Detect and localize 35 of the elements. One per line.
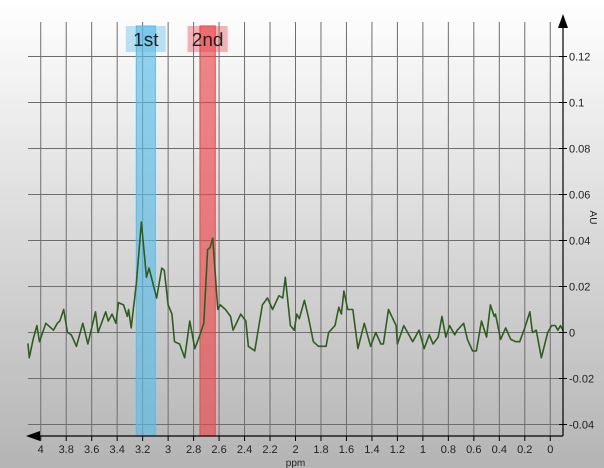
- y-tick-label: 0.02: [569, 282, 590, 294]
- x-tick-label: 0.4: [492, 444, 507, 456]
- x-tick-label: 2.8: [186, 444, 202, 456]
- x-tick-label: 3.2: [134, 444, 150, 456]
- y-tick-label: 0.12: [569, 52, 590, 64]
- y-tick-label: -0.04: [569, 420, 594, 432]
- x-axis-title: ppm: [286, 458, 306, 468]
- x-tick-label: 2: [292, 444, 299, 456]
- x-tick-label: 3.8: [58, 444, 74, 456]
- y-tick-label: 0.06: [569, 190, 590, 202]
- x-tick-label: 1.6: [338, 444, 354, 456]
- y-tick-label: 0.04: [569, 236, 590, 248]
- x-tick-label: 3.4: [110, 444, 125, 456]
- x-tick-label: 0.2: [517, 444, 532, 456]
- x-tick-label: 4: [38, 444, 44, 456]
- x-tick-label: 2.4: [236, 444, 252, 456]
- y-axis-title: AU: [587, 210, 598, 224]
- x-tick-label: 1.2: [390, 444, 406, 456]
- x-tick-label: 1.8: [313, 444, 329, 456]
- band-label: 1st: [133, 30, 160, 51]
- x-tick-label: 0.6: [466, 444, 482, 456]
- x-tick-label: 1: [420, 444, 426, 456]
- x-tick-label: 1.4: [364, 444, 380, 456]
- x-tick-label: 0: [547, 444, 554, 456]
- line-series: [27, 221, 564, 359]
- x-tick-label: 3: [165, 444, 172, 456]
- y-tick-label: -0.02: [569, 374, 594, 386]
- x-tick-label: 0.8: [440, 444, 456, 456]
- y-tick-label: 0.08: [569, 144, 590, 156]
- x-tick-label: 3.6: [84, 444, 100, 456]
- y-tick-label: 0: [569, 328, 576, 340]
- y-tick-label: 0.1: [569, 98, 584, 110]
- band-label: 2nd: [192, 30, 224, 51]
- x-tick-label: 2.6: [211, 444, 227, 456]
- x-tick-label: 2.2: [262, 444, 278, 456]
